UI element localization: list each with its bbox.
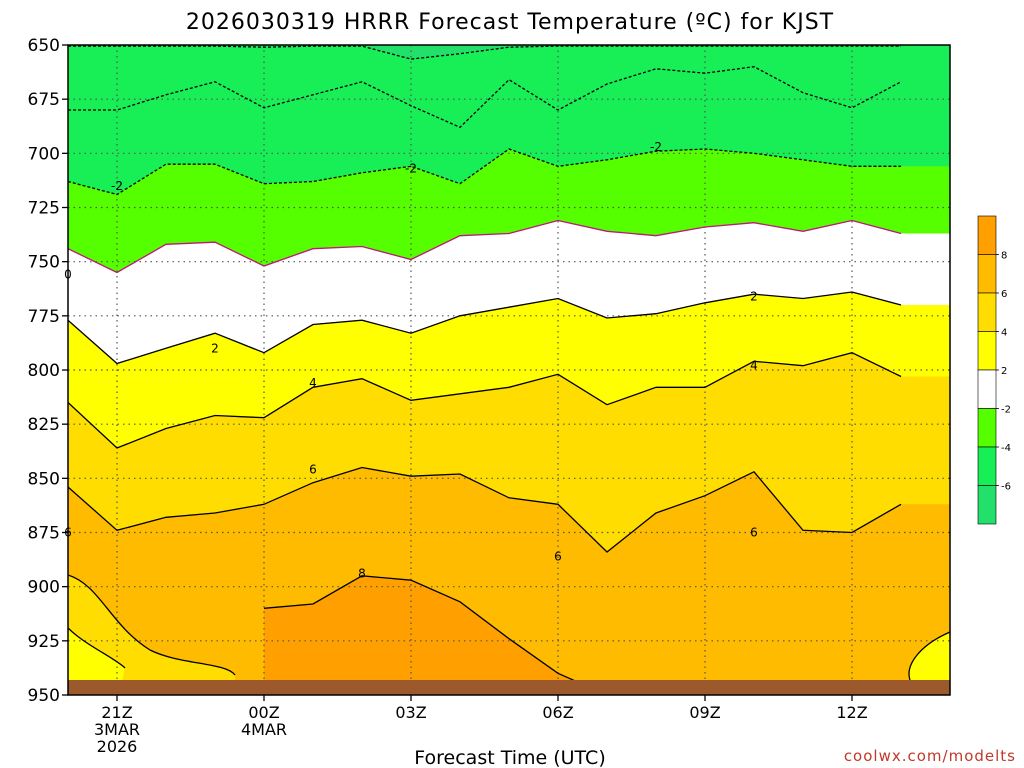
contour-line-neg6: [68, 45, 901, 60]
colorbar-label: 2: [1001, 366, 1007, 377]
contour-line-6: [68, 466, 902, 553]
grid: [68, 45, 950, 695]
contour-label: 6: [309, 463, 317, 477]
contour-label: 2: [211, 341, 219, 355]
colorbar-swatch: [977, 215, 997, 255]
contour-label: -2: [405, 162, 417, 176]
contour-label: -2: [111, 179, 123, 193]
contour-line-2-pocket-left: [68, 627, 126, 669]
y-tick-label: 850: [28, 469, 60, 489]
y-axis: 650 675 700 725 750 775 800 825 850 875 900 925 950: [28, 36, 68, 706]
x-tick-label: 03Z: [395, 703, 426, 722]
contour-label: 6: [750, 526, 758, 540]
x-tick-label: 09Z: [689, 703, 720, 722]
fill-band-above-8: [264, 575, 607, 695]
y-tick-label: 700: [28, 144, 60, 164]
colorbar-swatch: [977, 292, 997, 332]
colorbar-label: 6: [1001, 289, 1007, 300]
contour-line-neg4: [68, 66, 902, 129]
x-tick-label: 3MAR: [94, 720, 140, 739]
y-tick-label: 925: [28, 632, 60, 652]
colorbar-swatch: [977, 254, 997, 294]
contour-label: 4: [750, 359, 758, 373]
x-tick-label: 4MAR: [241, 720, 287, 739]
contour-line-4: [68, 352, 902, 449]
colorbar-swatch: [977, 408, 997, 448]
contour-line-2: [68, 291, 902, 365]
x-tick-label: 00Z: [248, 703, 279, 722]
y-tick-label: 725: [28, 199, 60, 219]
contour-line-2-pocket-right: [908, 631, 950, 681]
ground-band: [68, 680, 950, 695]
y-tick-label: 775: [28, 307, 60, 327]
colorbar-swatch: [977, 485, 997, 525]
y-tick-label: 650: [28, 36, 60, 56]
contour-line-0: [68, 219, 902, 274]
fill-pocket-left-2-4: [68, 628, 125, 690]
x-tick-label: 21Z: [101, 703, 132, 722]
contour-label: 2: [750, 289, 758, 303]
y-tick-label: 875: [28, 524, 60, 544]
contour-fills: [68, 45, 950, 695]
y-tick-label: 825: [28, 415, 60, 435]
colorbar-label: -6: [1001, 482, 1011, 493]
colorbar-label: -2: [1001, 405, 1011, 416]
colorbar-swatch: [977, 446, 997, 486]
x-tick-label: 2026: [97, 737, 138, 756]
colorbar-swatch: [977, 331, 997, 371]
x-tick-label: 06Z: [542, 703, 573, 722]
fill-pocket-right-2-4: [909, 632, 950, 682]
credit-link[interactable]: coolwx.com/modelts: [844, 747, 1016, 765]
contour-label: 4: [309, 376, 317, 390]
contour-line-neg2: [68, 148, 901, 196]
contour-line-8: [263, 575, 608, 695]
colorbar-label: -4: [1001, 443, 1011, 454]
colorbar-swatch: [977, 369, 997, 409]
chart-title: 2026030319 HRRR Forecast Temperature (ºC…: [186, 10, 834, 35]
y-tick-label: 750: [28, 253, 60, 273]
contour-line-4-pocket-left: [68, 574, 236, 676]
contour-lines: [68, 45, 950, 695]
colorbar-label: 4: [1001, 328, 1007, 339]
y-tick-label: 900: [28, 578, 60, 598]
colorbar-label: 8: [1001, 251, 1007, 262]
contour-label: 8: [358, 567, 366, 581]
colorbar: 8 6 4 2 -2 -4 -6: [977, 215, 1011, 525]
y-tick-label: 800: [28, 361, 60, 381]
y-tick-label: 950: [28, 686, 60, 706]
contour-label: 6: [554, 549, 562, 563]
contour-label: -2: [650, 140, 662, 154]
y-tick-label: 675: [28, 90, 60, 110]
x-tick-label: 12Z: [836, 703, 867, 722]
x-axis-label: Forecast Time (UTC): [414, 747, 605, 768]
